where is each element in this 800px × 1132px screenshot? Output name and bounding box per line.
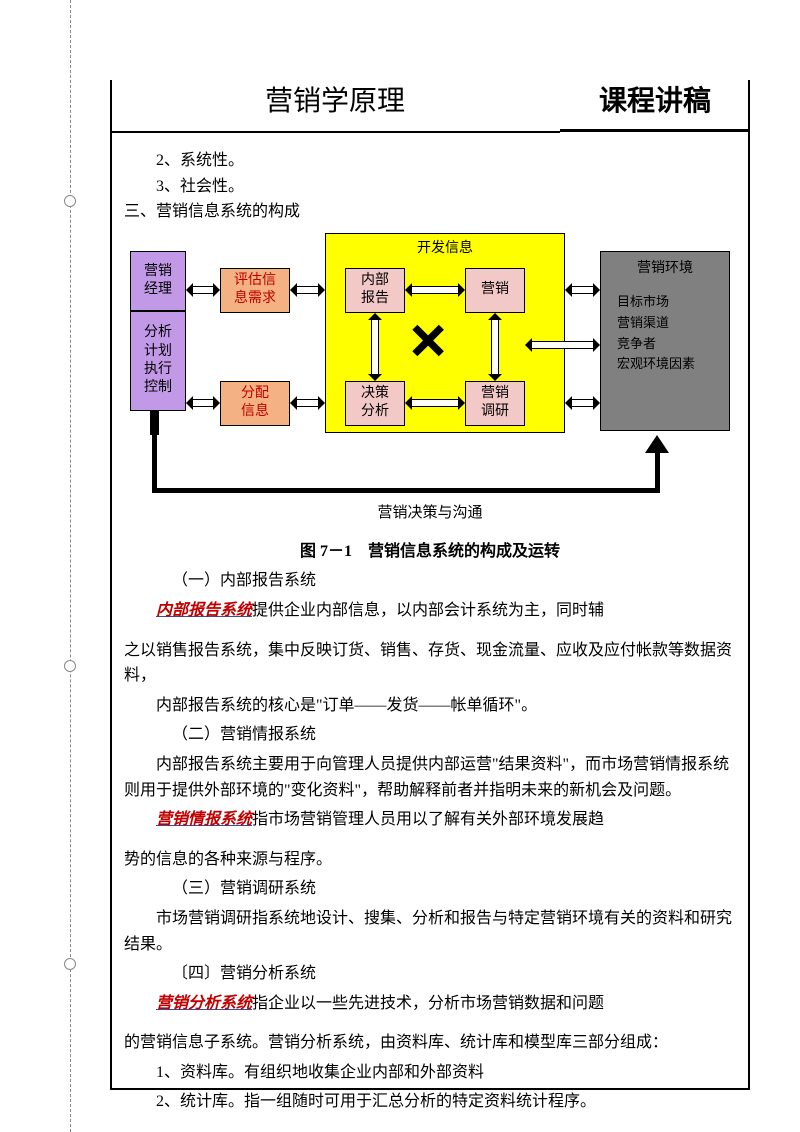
page-content: 2、系统性。 3、社会性。 三、营销信息系统的构成 营销 经理 分析 计划 执行…: [124, 148, 736, 1115]
double-arrow-icon: [368, 313, 382, 381]
keyword-internal-report: 内部报告系统: [156, 602, 252, 619]
page-frame: 2、系统性。 3、社会性。 三、营销信息系统的构成 营销 经理 分析 计划 执行…: [110, 80, 750, 1090]
node-distribute-info: 分配 信息: [220, 381, 290, 426]
paragraph: 营销情报系统指市场营销管理人员用以了解有关外部环境发展趋: [124, 807, 736, 833]
subsection-title: （二）营销情报系统: [124, 722, 736, 748]
double-arrow-icon: [290, 283, 325, 297]
keyword-intel-system: 营销情报系统: [156, 811, 252, 828]
develop-info-title: 开发信息: [417, 240, 473, 258]
cross-arrows-icon: ✕: [408, 319, 444, 367]
keyword-analysis-system: 营销分析系统: [156, 995, 252, 1012]
feedback-arrowhead-icon: [645, 435, 669, 453]
paragraph: 之以销售报告系统，集中反映订货、销售、存货、现金流量、应收及应付帐款等数据资料，: [124, 638, 736, 689]
double-arrow-icon: [488, 313, 502, 381]
subsection-title: （三）营销调研系统: [124, 876, 736, 902]
double-arrow-icon: [565, 396, 600, 410]
node-decision-analysis: 决策 分析: [345, 381, 405, 426]
node-marketing-research: 营销 调研: [465, 381, 525, 426]
feedback-path: [152, 433, 660, 493]
double-arrow-icon: [405, 396, 465, 410]
feedback-label: 营销决策与沟通: [130, 501, 730, 525]
node-environment: 营销环境 目标市场 营销渠道 竞争者 宏观环境因素: [600, 251, 730, 431]
section-heading: 三、营销信息系统的构成: [124, 199, 736, 225]
double-arrow-icon: [525, 338, 600, 352]
env-items: 目标市场 营销渠道 竞争者 宏观环境因素: [609, 292, 695, 375]
binding-hole: [64, 958, 76, 970]
figure-caption: 图 7－1 营销信息系统的构成及运转: [124, 539, 736, 565]
node-manager: 营销 经理: [130, 251, 186, 311]
env-title: 营销环境: [637, 260, 693, 278]
marketing-info-system-diagram: 营销 经理 分析 计划 执行 控制 评估信 息需求 分配 信息 开发信息 内部 …: [130, 233, 730, 533]
paragraph: 的营销信息子系统。营销分析系统，由资料库、统计库和模型库三部分组成：: [124, 1030, 736, 1056]
intro-line: 2、系统性。: [124, 148, 736, 174]
paragraph: 内部报告系统主要用于向管理人员提供内部运营"结果资料"，而市场营销情报系统则用于…: [124, 752, 736, 803]
double-arrow-icon: [186, 283, 220, 297]
node-eval-needs: 评估信 息需求: [220, 268, 290, 313]
double-arrow-icon: [290, 396, 325, 410]
list-item: 2、统计库。指一组随时可用于汇总分析的特定资料统计程序。: [124, 1089, 736, 1115]
feedback-start: [150, 411, 159, 435]
feedback-path-right: [655, 451, 660, 493]
paragraph: 内部报告系统提供企业内部信息，以内部会计系统为主，同时辅: [124, 598, 736, 624]
list-item: 1、资料库。有组织地收集企业内部和外部资料: [124, 1060, 736, 1086]
intro-line: 3、社会性。: [124, 174, 736, 200]
binding-hole: [64, 195, 76, 207]
node-internal-report: 内部 报告: [345, 268, 405, 313]
paragraph: 内部报告系统的核心是"订单——发货——帐单循环"。: [124, 693, 736, 719]
double-arrow-icon: [565, 283, 600, 297]
node-analysis-plan: 分析 计划 执行 控制: [130, 311, 186, 411]
double-arrow-icon: [186, 396, 220, 410]
binding-hole: [64, 660, 76, 672]
node-marketing: 营销: [465, 268, 525, 313]
paragraph: 势的信息的各种来源与程序。: [124, 847, 736, 873]
paragraph: 营销分析系统指企业以一些先进技术，分析市场营销数据和问题: [124, 991, 736, 1017]
subsection-title: 〔四〕营销分析系统: [124, 961, 736, 987]
subsection-title: （一）内部报告系统: [124, 568, 736, 594]
paragraph: 市场营销调研指系统地设计、搜集、分析和报告与特定营销环境有关的资料和研究结果。: [124, 906, 736, 957]
double-arrow-icon: [405, 283, 465, 297]
